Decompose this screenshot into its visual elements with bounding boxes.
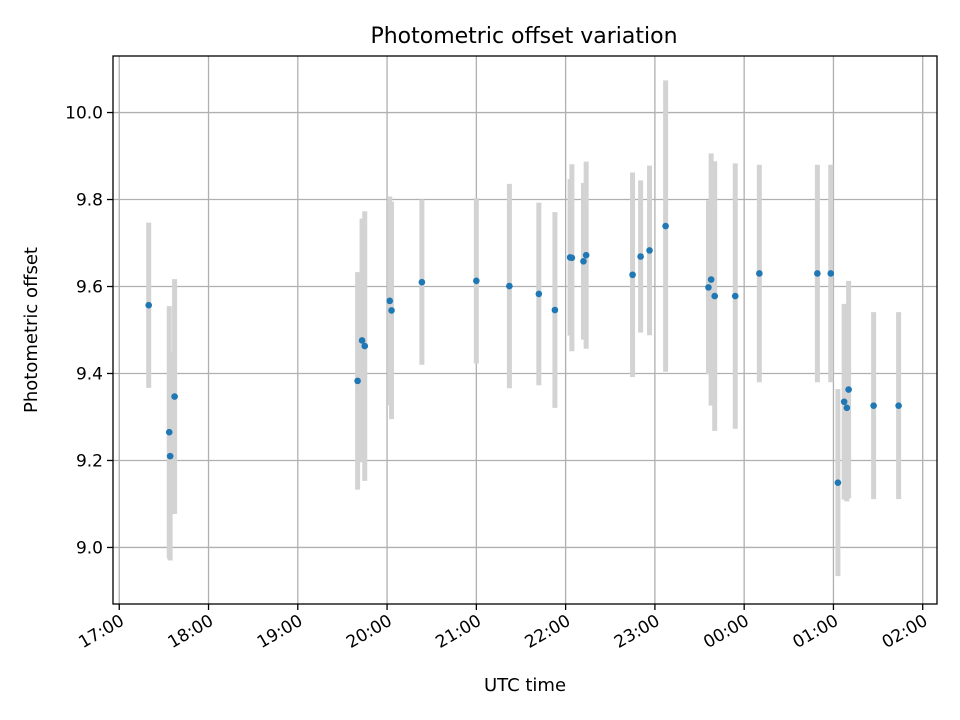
data-point bbox=[637, 253, 644, 260]
data-point bbox=[418, 278, 426, 286]
data-point bbox=[165, 428, 173, 436]
data-point bbox=[580, 257, 587, 265]
data-point bbox=[166, 452, 174, 460]
data-point bbox=[756, 270, 763, 277]
y-tick-label: 10.0 bbox=[65, 104, 103, 124]
y-tick-label: 9.4 bbox=[76, 364, 103, 384]
data-point bbox=[662, 222, 669, 230]
data-point bbox=[845, 386, 852, 393]
data-point bbox=[705, 284, 712, 291]
data-point bbox=[840, 398, 848, 406]
data-point bbox=[870, 402, 877, 409]
data-point bbox=[582, 251, 590, 259]
data-point bbox=[646, 247, 653, 254]
y-tick-label: 9.8 bbox=[76, 191, 103, 211]
chart-title: Photometric offset variation bbox=[370, 24, 677, 49]
data-point bbox=[388, 307, 395, 314]
data-point bbox=[711, 292, 719, 300]
data-point bbox=[358, 337, 366, 344]
data-point bbox=[535, 290, 543, 298]
data-point bbox=[386, 297, 394, 305]
y-tick-label: 9.0 bbox=[76, 538, 103, 558]
data-point bbox=[473, 277, 480, 285]
data-point bbox=[834, 479, 842, 486]
data-point bbox=[731, 292, 739, 300]
data-point bbox=[506, 282, 513, 290]
data-point bbox=[551, 306, 559, 314]
data-point bbox=[827, 270, 835, 277]
plot-frame bbox=[112, 55, 938, 605]
data-point bbox=[629, 271, 636, 279]
data-point bbox=[361, 342, 369, 350]
data-point bbox=[145, 301, 153, 309]
data-point bbox=[354, 377, 361, 385]
y-tick-label: 9.2 bbox=[76, 451, 103, 471]
data-point bbox=[843, 404, 851, 412]
data-point bbox=[814, 270, 821, 277]
x-axis-label: UTC time bbox=[484, 675, 566, 696]
grid-layer bbox=[113, 56, 937, 604]
data-point bbox=[895, 402, 902, 409]
data-point bbox=[568, 254, 576, 262]
y-axis-label: Photometric offset bbox=[21, 247, 42, 413]
point-layer bbox=[145, 222, 902, 486]
data-point bbox=[171, 393, 178, 400]
data-point bbox=[707, 276, 715, 283]
y-tick-label: 9.6 bbox=[76, 278, 103, 298]
